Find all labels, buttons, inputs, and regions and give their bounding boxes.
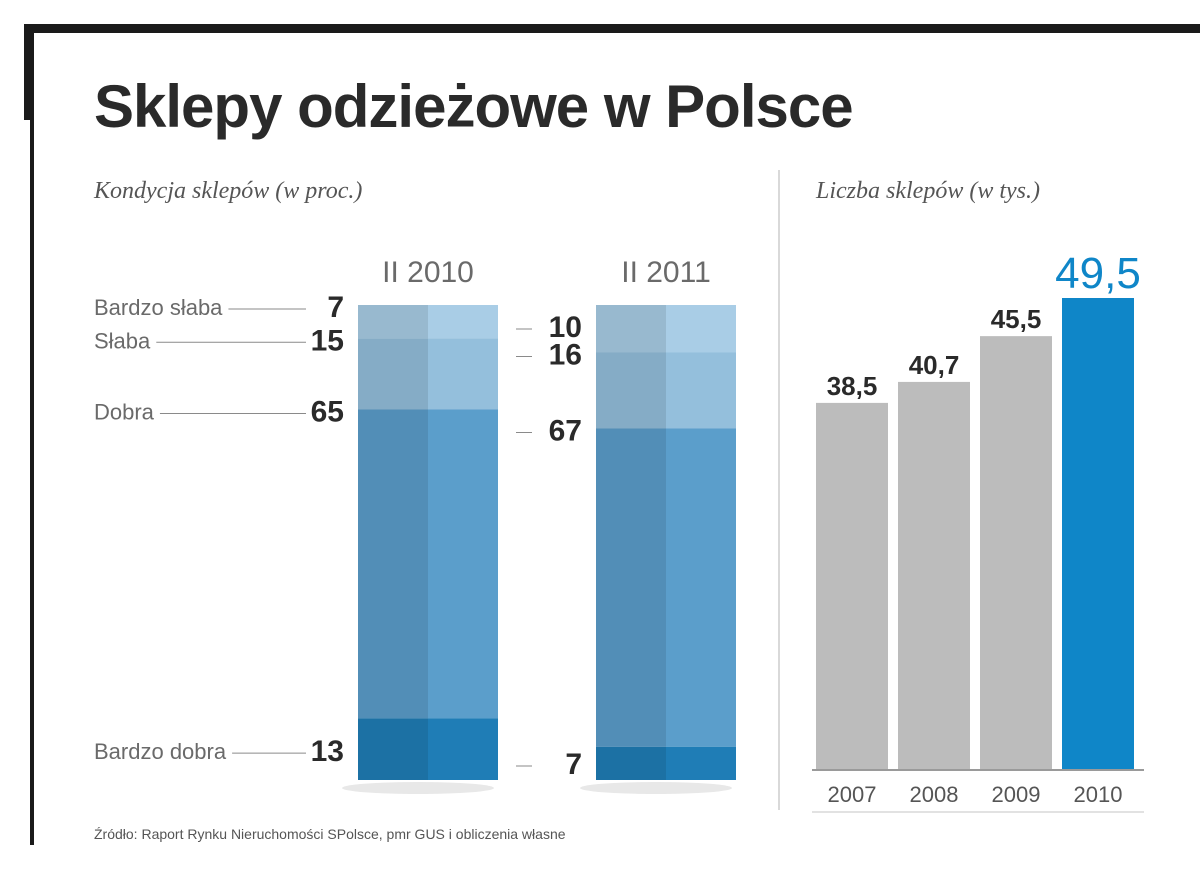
frame-top-rule <box>24 24 1200 33</box>
stacked-column-shadow <box>342 782 494 794</box>
stacked-series-label: Bardzo słaba <box>94 295 223 320</box>
stacked-category-label: II 2010 <box>382 256 474 289</box>
stacked-value-label: 67 <box>549 415 582 448</box>
source-note: Źródło: Raport Rynku Nieruchomości SPols… <box>94 826 566 842</box>
bar-value-label: 38,5 <box>827 371 878 401</box>
stacked-segment-left <box>596 746 666 780</box>
stacked-value-label: 7 <box>327 291 344 324</box>
stacked-value-label: 16 <box>549 339 582 372</box>
stacked-column-shadow <box>580 782 732 794</box>
stacked-value-label: 15 <box>311 324 344 357</box>
bar <box>816 402 888 770</box>
bar-value-label: 49,5 <box>1055 249 1141 298</box>
stacked-segment-left <box>358 718 428 780</box>
stacked-segment-left <box>596 352 666 429</box>
stacked-segment-right <box>428 338 498 410</box>
frame-left-thin-rule <box>30 120 34 845</box>
stacked-value-label: 65 <box>311 396 344 429</box>
bar-chart: 38,5 2007 40,7 2008 45,5 2009 49,5 2010 <box>812 249 1144 813</box>
chart-title: Sklepy odzieżowe w Polsce <box>94 73 854 140</box>
stacked-segment-left <box>596 305 666 353</box>
bar <box>1062 298 1134 770</box>
stacked-segment-right <box>666 352 736 429</box>
bar-category-label: 2009 <box>992 782 1041 807</box>
bar-category-label: 2008 <box>910 782 959 807</box>
stacked-category-label: II 2011 <box>621 256 711 289</box>
stacked-value-label: 13 <box>311 735 344 768</box>
stacked-value-label: 7 <box>565 748 582 781</box>
frame-left-rule <box>24 24 34 120</box>
bar-value-label: 45,5 <box>991 304 1042 334</box>
bar-chart-subtitle: Liczba sklepów (w tys.) <box>816 178 1040 204</box>
stacked-chart: II 2010 7 Bardzo słaba 15 Słaba 65 Dobra 13 Bard… <box>94 256 736 794</box>
bar-category-label: 2007 <box>828 782 877 807</box>
stacked-series-label: Słaba <box>94 328 151 353</box>
stacked-segment-right <box>428 718 498 780</box>
bar-value-label: 40,7 <box>909 350 960 380</box>
bar <box>898 381 970 770</box>
stacked-series-label: Bardzo dobra <box>94 739 227 764</box>
bar-category-label: 2010 <box>1074 782 1123 807</box>
stacked-segment-right <box>666 305 736 353</box>
stacked-segment-left <box>358 338 428 410</box>
bar <box>980 336 1052 770</box>
stacked-segment-right <box>428 409 498 719</box>
stacked-segment-left <box>596 428 666 747</box>
stacked-value-label: 10 <box>549 311 582 344</box>
panel-divider <box>778 170 780 810</box>
stacked-segment-right <box>428 305 498 339</box>
stacked-segment-left <box>358 305 428 339</box>
stacked-segment-right <box>666 746 736 780</box>
stacked-segment-left <box>358 409 428 719</box>
stacked-series-label: Dobra <box>94 400 155 425</box>
stacked-chart-subtitle: Kondycja sklepów (w proc.) <box>94 178 363 204</box>
stacked-segment-right <box>666 428 736 747</box>
